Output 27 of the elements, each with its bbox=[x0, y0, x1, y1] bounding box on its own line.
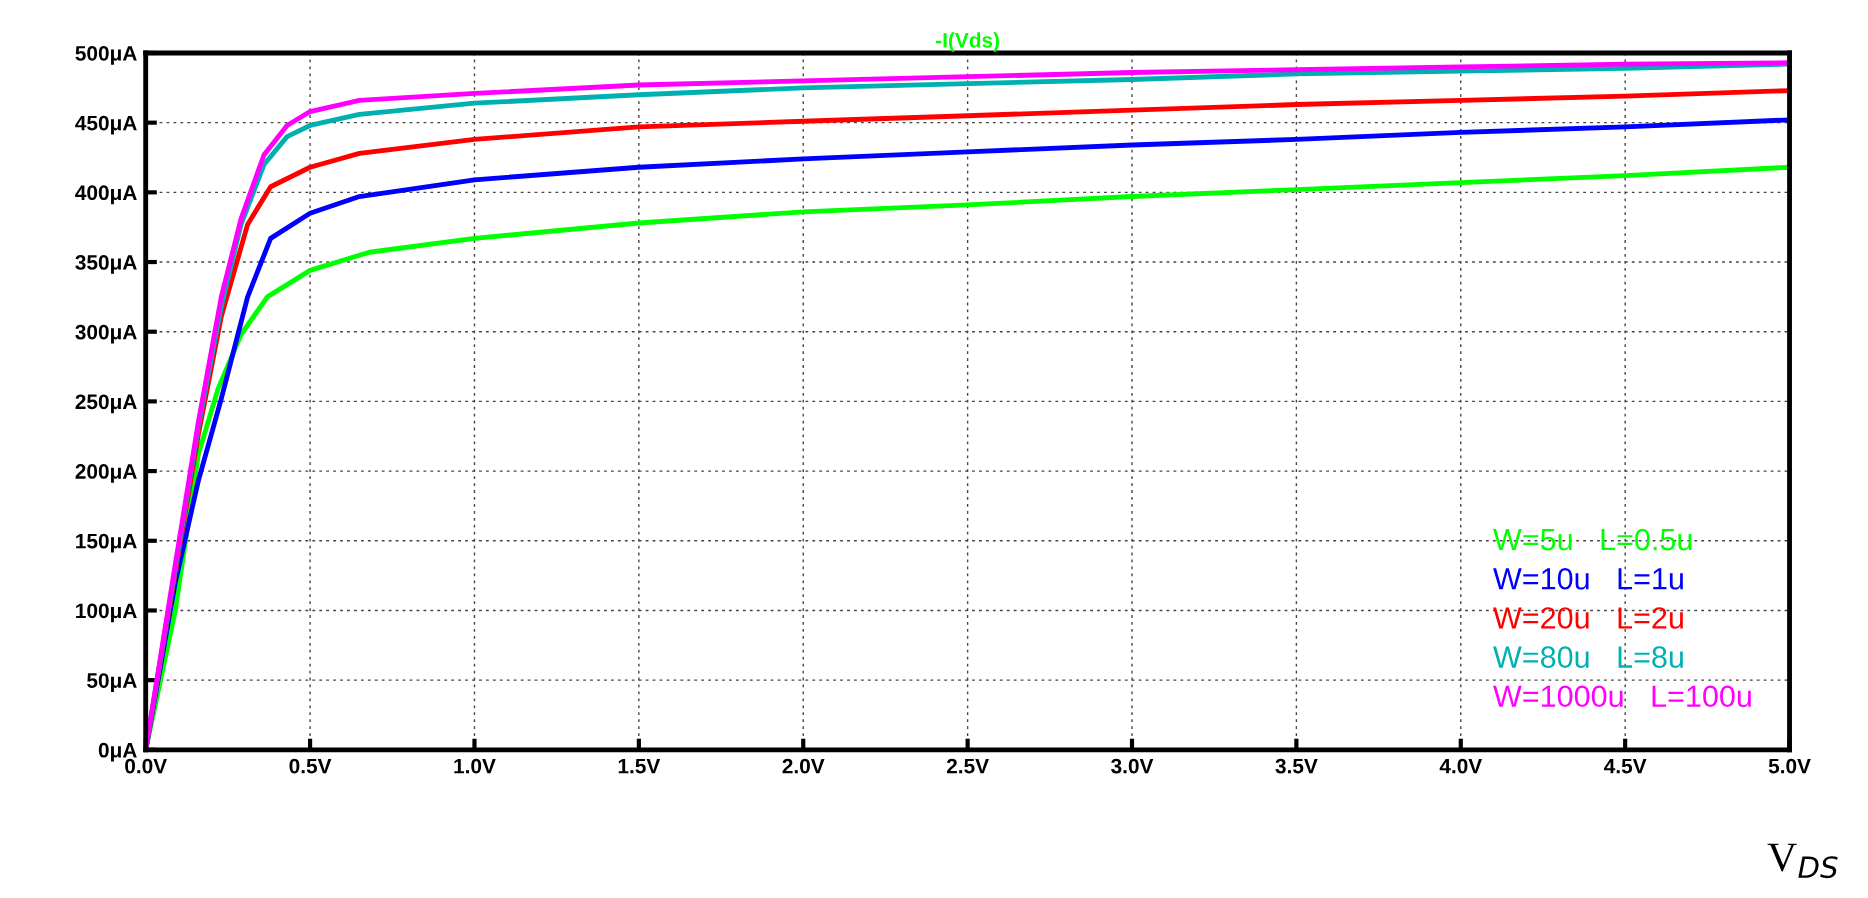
x-tick-label: 1.5V bbox=[618, 758, 661, 774]
x-tick-label: 2.0V bbox=[782, 758, 825, 774]
x-tick-label: 0.5V bbox=[289, 758, 332, 774]
y-tick-label: 250μA bbox=[75, 394, 137, 414]
y-tick-label: 400μA bbox=[75, 185, 137, 205]
y-tick-label: 300μA bbox=[75, 324, 137, 344]
y-tick-label: 350μA bbox=[75, 255, 137, 274]
y-tick-label: 50μA bbox=[87, 673, 137, 692]
text: W=5u L=0.5u bbox=[1493, 528, 1692, 551]
x-tick-label: 2.5V bbox=[946, 758, 989, 774]
x-tick-label: 4.5V bbox=[1604, 758, 1647, 774]
text: W=20u L=2u bbox=[1493, 607, 1683, 629]
text: W=80u L=8u bbox=[1493, 646, 1683, 668]
text: W=1000u L=100u bbox=[1493, 685, 1751, 708]
x-tick-label: 3.0V bbox=[1111, 758, 1154, 774]
text: W=10u L=1u bbox=[1493, 567, 1683, 590]
x-axis-title: V$_{DS}$ bbox=[1767, 843, 1838, 879]
chart-title: -I(Vds) bbox=[936, 32, 999, 52]
y-tick-label: 100μA bbox=[76, 603, 137, 623]
y-tick-label: 500μA bbox=[75, 45, 137, 65]
y-tick-label: 450μA bbox=[75, 115, 137, 135]
y-tick-label: 150μA bbox=[76, 533, 137, 553]
x-tick-label: 5.0V bbox=[1768, 758, 1811, 774]
y-tick-label: 200μA bbox=[75, 464, 137, 483]
x-tick-label: 1.0V bbox=[454, 758, 496, 774]
x-tick-label: 3.5V bbox=[1275, 758, 1318, 774]
x-tick-label: 4.0V bbox=[1439, 758, 1483, 774]
